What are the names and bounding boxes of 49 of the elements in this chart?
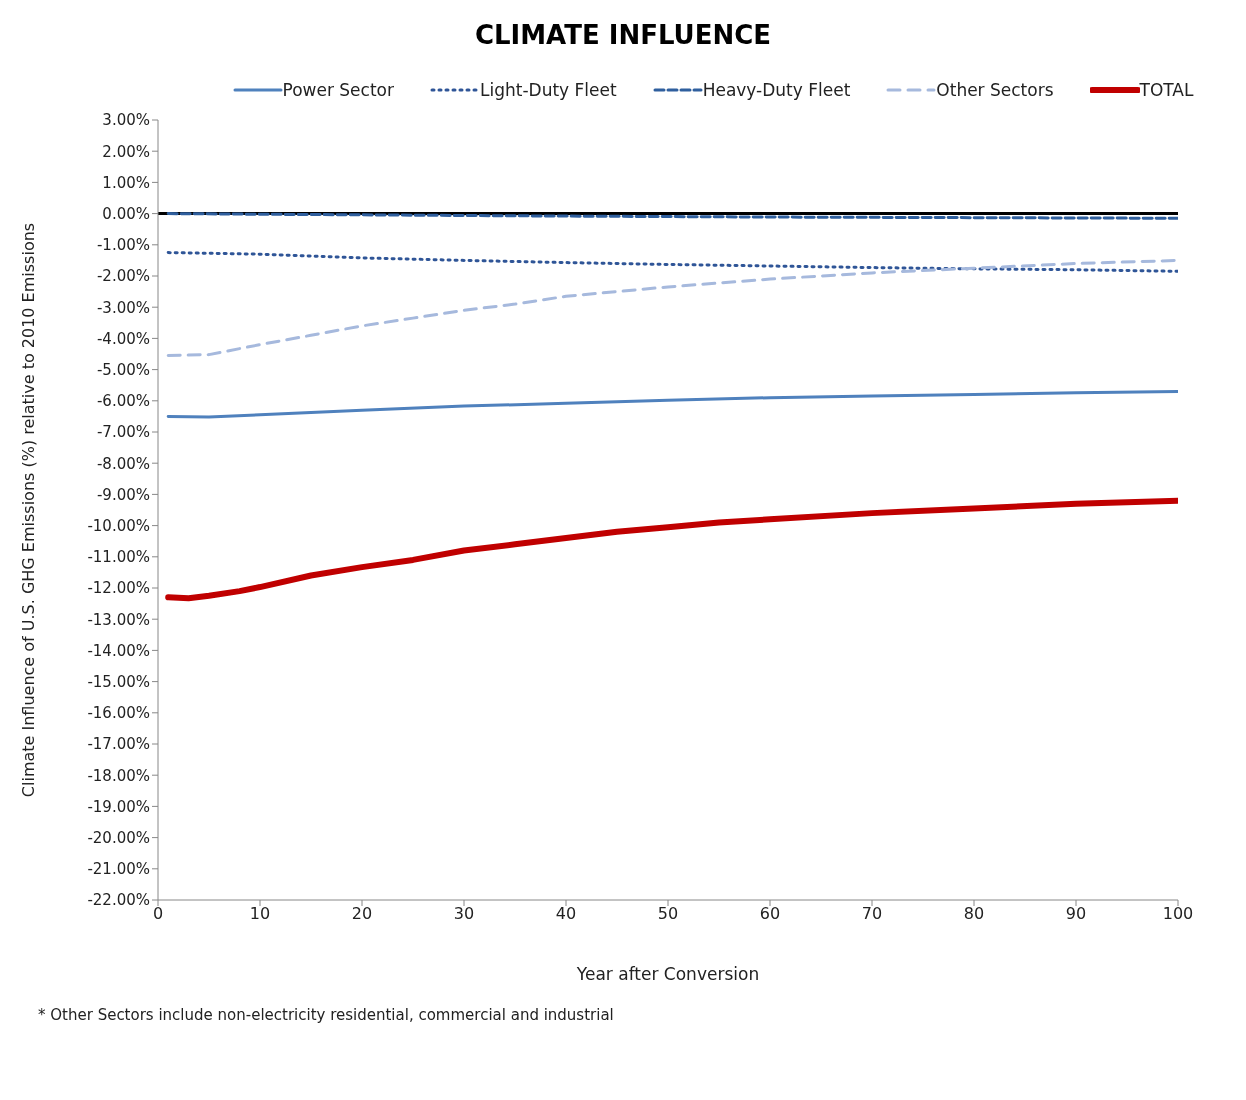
- y-tick-label: -17.00%: [87, 735, 150, 754]
- y-tick-label: -19.00%: [87, 797, 150, 816]
- y-tick-label: -18.00%: [87, 766, 150, 785]
- legend-label: Light-Duty Fleet: [480, 80, 617, 100]
- y-tick-label: -12.00%: [87, 579, 150, 598]
- x-tick-label: 70: [861, 904, 883, 924]
- line-series: [166, 258, 1178, 358]
- y-tick-label: -2.00%: [96, 267, 150, 286]
- x-tick-label: 30: [453, 904, 475, 924]
- y-tick-label: -3.00%: [96, 298, 150, 317]
- y-tick-label: -14.00%: [87, 641, 150, 660]
- x-tick-label: 60: [759, 904, 781, 924]
- x-tick-label: 10: [249, 904, 271, 924]
- y-tick-label: -10.00%: [87, 516, 150, 535]
- x-tick-label: 80: [963, 904, 985, 924]
- y-tick-label: -8.00%: [96, 454, 150, 473]
- y-tick-label: -9.00%: [96, 485, 150, 504]
- x-tick-label: 90: [1065, 904, 1087, 924]
- y-tick-label: -1.00%: [96, 236, 150, 255]
- y-tick-label: 2.00%: [102, 142, 150, 161]
- line-series: [166, 251, 1178, 273]
- y-tick-label: -4.00%: [96, 329, 150, 348]
- y-tick-label: -22.00%: [87, 891, 150, 910]
- y-tick-label: 1.00%: [102, 173, 150, 192]
- chart-title: CLIMATE INFLUENCE: [473, 20, 773, 50]
- y-tick-label: -15.00%: [87, 672, 150, 691]
- y-tick-label: -11.00%: [87, 548, 150, 567]
- y-tick-label: 0.00%: [102, 204, 150, 223]
- y-tick-label: -16.00%: [87, 704, 150, 723]
- line-series: [166, 389, 1178, 419]
- text: * Other Sectors include non-electricity residential, commercial and industrial: [38, 1006, 615, 1024]
- legend-label: TOTAL: [1139, 80, 1194, 100]
- x-tick-label: 100: [1162, 904, 1194, 924]
- legend-label: Other Sectors: [936, 80, 1054, 100]
- legend-label: Power Sector: [282, 80, 394, 100]
- y-tick-label: -6.00%: [96, 392, 150, 411]
- y-tick-label: 3.00%: [102, 111, 150, 130]
- y-tick-label: -20.00%: [87, 828, 150, 847]
- legend-label: Heavy-Duty Fleet: [702, 80, 851, 100]
- x-tick-label: 20: [351, 904, 373, 924]
- x-tick-label: 40: [555, 904, 577, 924]
- x-tick-label: 0: [152, 904, 164, 924]
- y-tick-label: -13.00%: [87, 610, 150, 629]
- y-axis-title: Climate Influence of U.S. GHG Emissions (%) relative to 2010 Emissions: [18, 222, 38, 798]
- y-tick-label: -7.00%: [96, 423, 150, 442]
- y-tick-label: -5.00%: [96, 360, 150, 379]
- x-axis-title: Year after Conversion: [575, 964, 760, 984]
- y-tick-label: -21.00%: [87, 860, 150, 879]
- x-tick-label: 50: [657, 904, 679, 924]
